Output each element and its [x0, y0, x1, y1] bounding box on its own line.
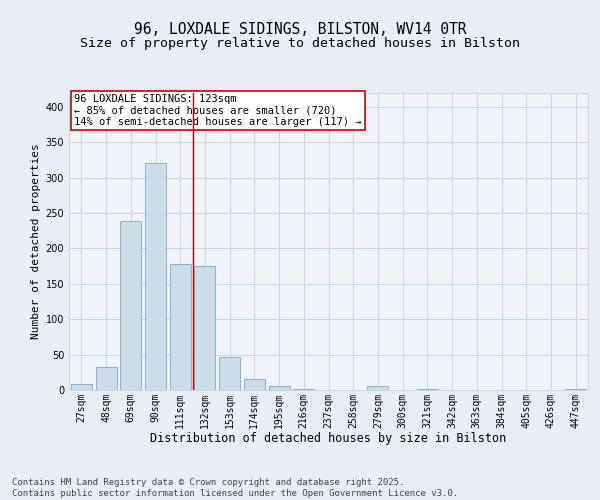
Text: Contains HM Land Registry data © Crown copyright and database right 2025.
Contai: Contains HM Land Registry data © Crown c… [12, 478, 458, 498]
Bar [219, 358, 240, 390]
Bar [145, 164, 166, 390]
Bar [95, 368, 116, 390]
Bar [244, 378, 265, 390]
Bar [269, 386, 290, 390]
X-axis label: Distribution of detached houses by size in Bilston: Distribution of detached houses by size … [151, 432, 506, 445]
Y-axis label: Number of detached properties: Number of detached properties [31, 144, 41, 339]
Bar [565, 388, 586, 390]
Text: Size of property relative to detached houses in Bilston: Size of property relative to detached ho… [80, 38, 520, 51]
Bar [120, 222, 141, 390]
Bar [194, 266, 215, 390]
Text: 96 LOXDALE SIDINGS: 123sqm
← 85% of detached houses are smaller (720)
14% of sem: 96 LOXDALE SIDINGS: 123sqm ← 85% of deta… [74, 94, 362, 127]
Bar [293, 388, 314, 390]
Bar [367, 386, 388, 390]
Text: 96, LOXDALE SIDINGS, BILSTON, WV14 0TR: 96, LOXDALE SIDINGS, BILSTON, WV14 0TR [134, 22, 466, 38]
Bar [417, 388, 438, 390]
Bar [71, 384, 92, 390]
Bar [170, 264, 191, 390]
